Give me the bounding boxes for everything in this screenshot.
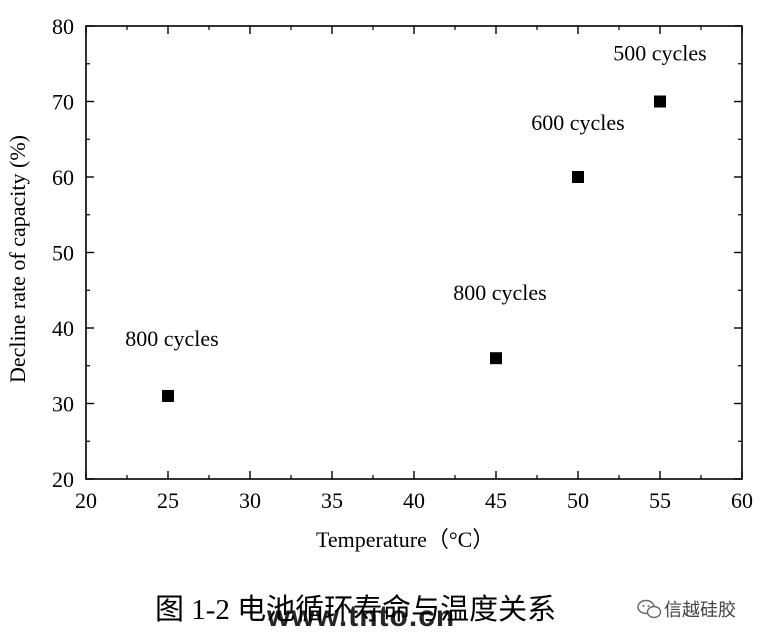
y-tick-label: 60 bbox=[52, 165, 74, 190]
data-point-marker bbox=[490, 352, 502, 365]
x-tick-label: 40 bbox=[403, 488, 425, 513]
y-tick-label: 80 bbox=[52, 14, 74, 39]
figure-caption: 图 1-2 电池循环寿命与温度关系 bbox=[155, 593, 556, 626]
x-tick-label: 30 bbox=[239, 488, 261, 513]
data-point-label: 500 cycles bbox=[613, 41, 706, 66]
data-point-labels: 800 cycles 800 cycles 600 cycles 500 cycles bbox=[125, 41, 706, 351]
x-tick-label: 45 bbox=[485, 488, 507, 513]
axis-ticks bbox=[85, 25, 743, 480]
y-tick-label: 20 bbox=[52, 467, 74, 492]
plot-frame bbox=[85, 25, 743, 480]
y-tick-label: 40 bbox=[52, 316, 74, 341]
x-tick-label: 25 bbox=[157, 488, 179, 513]
x-tick-label: 55 bbox=[649, 488, 671, 513]
axis-tick-labels: 20 25 30 35 40 45 50 55 60 20 30 40 50 60 70 80 bbox=[52, 14, 753, 513]
data-point-label: 800 cycles bbox=[125, 326, 218, 351]
x-tick-label: 35 bbox=[321, 488, 343, 513]
wechat-icon bbox=[637, 599, 662, 619]
data-point-label: 800 cycles bbox=[453, 280, 546, 305]
y-axis-label: Decline rate of capacity (%) bbox=[5, 135, 30, 383]
x-tick-label: 50 bbox=[567, 488, 589, 513]
data-points bbox=[162, 95, 666, 402]
watermark-account: 信越硅胶 bbox=[664, 600, 736, 620]
plot-area-border bbox=[85, 25, 743, 480]
x-axis-label: Temperature（°C） bbox=[316, 527, 494, 552]
data-point-marker bbox=[162, 389, 174, 402]
x-tick-label: 60 bbox=[731, 488, 753, 513]
y-tick-label: 50 bbox=[52, 241, 74, 266]
x-tick-label: 20 bbox=[75, 488, 97, 513]
watermark-url: www.tnto.cn bbox=[266, 600, 455, 633]
data-point-marker bbox=[654, 95, 666, 108]
data-point-marker bbox=[572, 171, 584, 183]
data-point-label: 600 cycles bbox=[531, 110, 624, 135]
y-tick-label: 70 bbox=[52, 90, 74, 115]
y-tick-label: 30 bbox=[52, 392, 74, 417]
